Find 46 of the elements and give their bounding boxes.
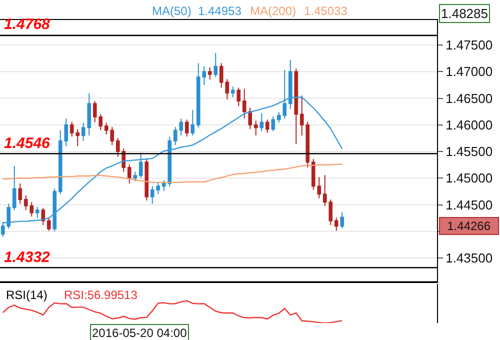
line-series [2,96,343,224]
ref-line-label: 1.4768 [4,16,51,33]
y-tick-label: 1.47500 [446,38,493,53]
candlestick [271,116,276,132]
y-tick-label: 1.46000 [446,117,493,132]
candlestick [127,164,132,184]
candlestick [133,171,138,182]
candlestick [208,66,212,80]
candlestick [12,165,16,211]
y-tick-label: 1.43500 [446,250,493,266]
candlestick [41,207,46,226]
candlestick [46,217,51,232]
candlestick [265,119,270,134]
candlestick [138,152,143,179]
candlestick [52,188,57,232]
text: MA(50) [152,4,192,18]
y-tick-label: 1.45000 [446,170,493,186]
chart-title: RSI(14) [6,288,48,302]
candlestick [294,68,298,145]
ref-line-label: 1.4546 [4,135,51,152]
line-series [2,164,343,184]
candlestick [334,217,338,232]
y-tick-label: 1.44500 [446,197,493,212]
candlestick [230,86,235,98]
y-tick-label: 1.45500 [446,144,493,160]
text: MA(200) [250,4,296,18]
text: 1.45033 [304,4,348,18]
candlestick [35,206,40,219]
text: 2016-05-20 04:00 [92,326,188,340]
text: 1.44953 [198,4,242,18]
candlestick [340,212,344,229]
text: 1.44266 [447,219,491,233]
candlestick [190,110,195,136]
y-tick-label: 1.46500 [446,90,493,106]
candlestick [18,182,22,204]
ref-line-label: 1.4332 [4,249,51,266]
candlestick [254,120,258,136]
annotation: RSI:56.99513 [64,288,138,302]
candlestick [260,112,264,132]
candlestick [144,158,149,202]
candlestick [214,52,218,78]
candlestick [288,59,292,110]
candlestick [184,119,189,138]
candlestick [236,87,241,107]
text: 1.48285 [441,6,488,21]
y-tick-label: 1.47000 [446,64,493,80]
